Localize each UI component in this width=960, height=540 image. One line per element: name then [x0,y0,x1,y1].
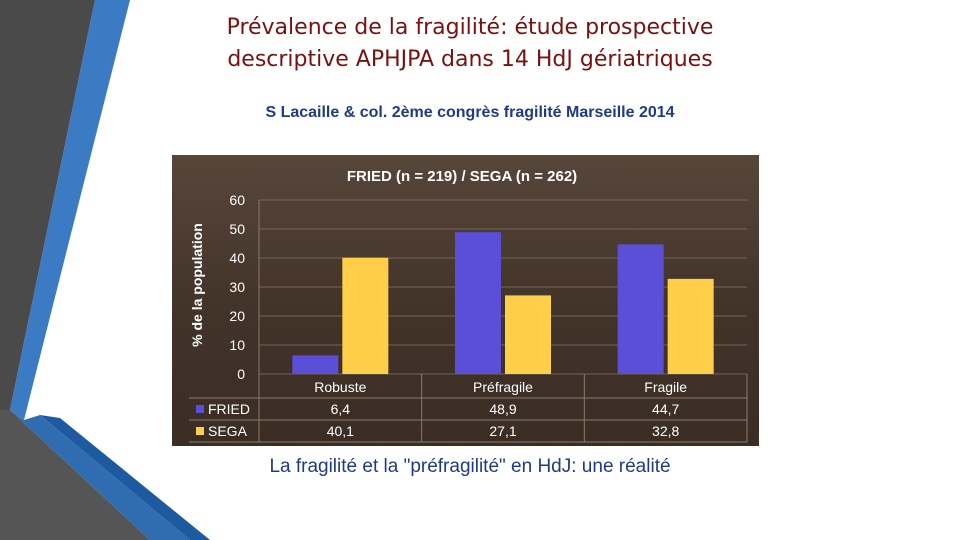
y-axis-label: % de la population [189,223,205,347]
y-tick-label: 20 [229,308,245,324]
chart-title: FRIED (n = 219) / SEGA (n = 262) [347,168,577,185]
title-line-1: Prévalence de la fragilité: étude prospe… [226,15,714,40]
y-tick-label: 10 [229,337,245,353]
y-tick-label: 50 [229,221,245,237]
caption: La fragilité et la "préfragilité" en HdJ… [269,456,671,477]
data-label: 32,8 [652,423,679,439]
bar-sega [505,295,551,374]
data-label: 44,7 [652,401,679,417]
data-label: 6,4 [331,401,351,417]
bar-fried [617,244,664,374]
subtitle: S Lacaille & col. 2ème congrès fragilité… [265,104,675,121]
data-label: 40,1 [327,423,354,439]
blue-stripe-light [40,415,210,540]
category-label: Préfragile [473,379,533,395]
bar-sega [667,278,714,374]
legend-label: SEGA [208,423,248,439]
bar-fried [455,232,501,374]
blue-stripe-thin [10,0,130,420]
chart-container: 0 10 20 30 40 50 60 Robuste Préfragile Fragile FR… [172,155,759,446]
y-tick-label: 60 [229,192,245,208]
legend-swatch-sega [196,427,204,435]
blue-stripe-wide [10,410,190,540]
category-label: Fragile [644,379,687,395]
data-label: 27,1 [489,423,516,439]
y-tick-label: 0 [237,366,245,382]
category-label: Robuste [314,379,366,395]
y-tick-label: 30 [229,279,245,295]
legend-swatch-fried [196,405,204,413]
bar-fried [292,355,339,374]
dark-stripe [0,0,95,410]
bar-sega [342,257,389,374]
data-label: 48,9 [489,401,516,417]
y-tick-label: 40 [229,250,245,266]
bar-chart: 0 10 20 30 40 50 60 Robuste Préfragile Fragile FR… [172,155,759,446]
legend-label: FRIED [208,401,250,417]
title-line-2: descriptive APHJPA dans 14 HdJ gériatriq… [227,47,713,72]
page-title: Prévalence de la fragilité: étude prospe… [170,12,770,76]
dark-stripe-lower [0,410,150,540]
